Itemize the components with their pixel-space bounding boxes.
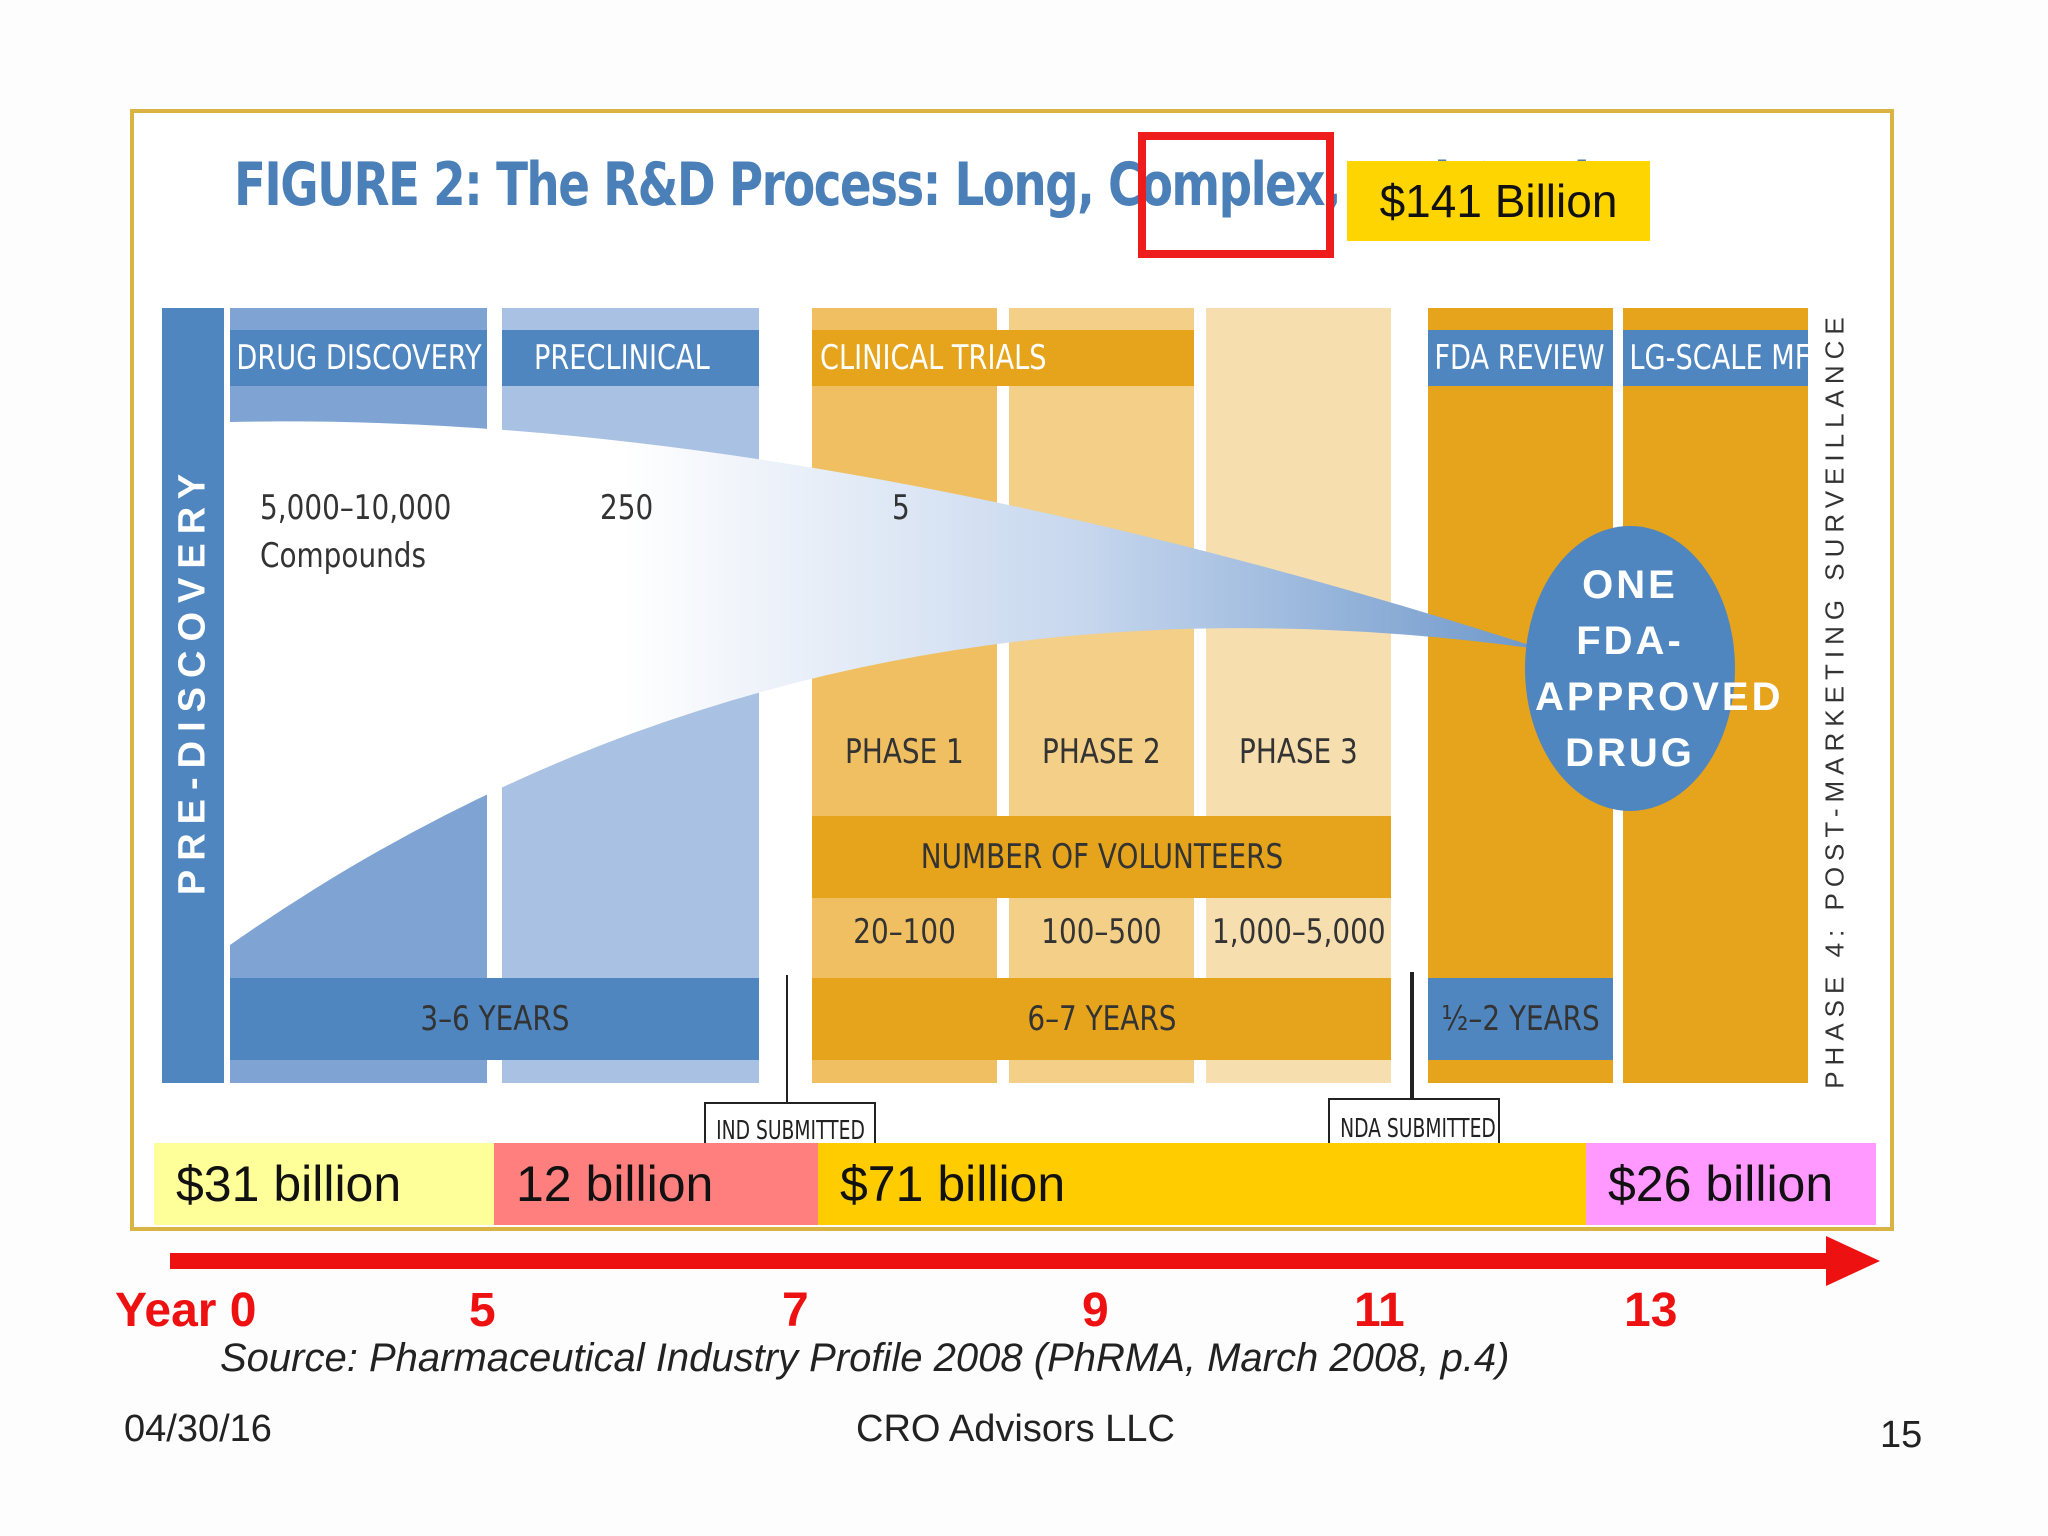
timeline-year-13: 13 bbox=[1624, 1284, 1678, 1337]
volunteers-phase3: 1,000–5,000 bbox=[1211, 912, 1386, 952]
footer-company: CRO Advisors LLC bbox=[856, 1408, 1175, 1450]
phase2-column bbox=[1009, 308, 1194, 1083]
phase2-label: PHASE 2 bbox=[1042, 732, 1161, 772]
source-citation: Source: Pharmaceutical Industry Profile … bbox=[220, 1336, 1510, 1380]
ind-submitted-box: IND SUBMITTED bbox=[704, 1102, 876, 1148]
phase1-column bbox=[812, 308, 997, 1083]
clinical-years-bar: 6–7 YEARS bbox=[812, 978, 1391, 1060]
cost-segment-4: $26 billion bbox=[1586, 1143, 1876, 1225]
drug-discovery-header: DRUG DISCOVERY bbox=[230, 330, 487, 386]
timeline-year-9: 9 bbox=[1082, 1284, 1109, 1337]
volunteers-phase1: 20–100 bbox=[853, 912, 956, 952]
cost-segment-2: 12 billion bbox=[494, 1143, 818, 1225]
timeline-year-7: 7 bbox=[782, 1284, 809, 1337]
cost-segment-1: $31 billion bbox=[154, 1143, 494, 1225]
volunteers-phase2: 100–500 bbox=[1041, 912, 1162, 952]
phase3-column bbox=[1206, 308, 1391, 1083]
timeline-year-11: 11 bbox=[1354, 1284, 1405, 1337]
fda-review-header: FDA REVIEW bbox=[1428, 330, 1613, 386]
costly-highlight-box bbox=[1138, 132, 1334, 258]
clinical-trials-header: CLINICAL TRIALS bbox=[812, 330, 1194, 386]
nda-marker-line bbox=[1410, 972, 1414, 1100]
footer-page-number: 15 bbox=[1880, 1414, 1923, 1456]
ind-marker-line bbox=[786, 975, 788, 1105]
footer-date: 04/30/16 bbox=[124, 1408, 272, 1450]
mfg-header: LG-SCALE MFG bbox=[1623, 330, 1831, 386]
clinical-count: 5 bbox=[892, 488, 910, 528]
nda-submitted-box: NDA SUBMITTED bbox=[1328, 1098, 1500, 1148]
phase1-label: PHASE 1 bbox=[845, 732, 964, 772]
timeline-year-0: Year 0 bbox=[115, 1284, 257, 1337]
preclinical-header: PRECLINICAL bbox=[502, 330, 759, 386]
approved-drug-circle: ONE FDA- APPROVED DRUG bbox=[1525, 526, 1781, 811]
review-years-bar: ½–2 YEARS bbox=[1428, 978, 1613, 1060]
compounds-count: 5,000–10,000 bbox=[260, 488, 452, 528]
preclinical-count: 250 bbox=[600, 488, 654, 528]
volunteers-bar: NUMBER OF VOLUNTEERS bbox=[812, 816, 1391, 898]
discovery-years-bar: 3–6 YEARS bbox=[230, 978, 759, 1060]
timeline-year-5: 5 bbox=[469, 1284, 496, 1337]
pre-discovery-bar bbox=[162, 308, 224, 1083]
total-cost-badge: $141 Billion bbox=[1347, 161, 1650, 241]
compounds-label: Compounds bbox=[260, 536, 427, 576]
cost-segment-3: $71 billion bbox=[818, 1143, 1586, 1225]
phase3-label: PHASE 3 bbox=[1239, 732, 1358, 772]
